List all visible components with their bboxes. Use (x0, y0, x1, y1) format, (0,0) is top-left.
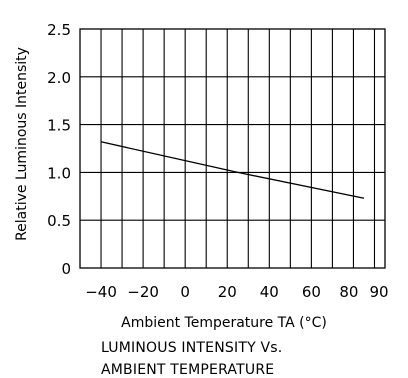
y-axis-label: Relative Luminous Intensity (14, 47, 30, 241)
x-tick-label: 90 (369, 283, 388, 301)
plot-border (80, 29, 385, 268)
x-tick-label: −40 (85, 283, 117, 301)
x-axis-label: Ambient Temperature TA (°C) (121, 315, 327, 331)
caption-line-2: AMBIENT TEMPERATURE (101, 362, 274, 378)
y-tick-label: 1.0 (47, 164, 71, 182)
y-tick-label: 0 (61, 260, 71, 278)
chart-grid (80, 29, 385, 268)
x-tick-label: 60 (302, 283, 321, 301)
y-tick-label: 1.5 (47, 117, 71, 135)
x-tick-label: 20 (218, 283, 237, 301)
chart-series (101, 142, 364, 198)
y-tick-label: 0.5 (47, 212, 71, 230)
y-axis-ticks: 0 0.5 1.0 1.5 2.0 2.5 (47, 21, 71, 278)
caption-line-1: LUMINOUS INTENSITY Vs. (101, 340, 282, 356)
x-tick-label: 0 (180, 283, 190, 301)
y-tick-label: 2.0 (47, 69, 71, 87)
y-tick-label: 2.5 (47, 21, 71, 39)
x-tick-label: −20 (127, 283, 159, 301)
x-tick-label: 40 (260, 283, 279, 301)
x-tick-label: 80 (339, 283, 358, 301)
series-line (101, 142, 364, 198)
x-axis-ticks: −40 −20 0 20 40 60 80 90 (85, 283, 388, 301)
